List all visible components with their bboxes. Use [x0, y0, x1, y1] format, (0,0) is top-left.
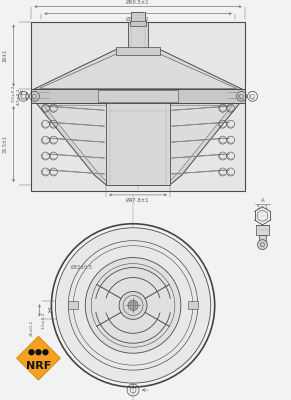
- Text: 25±0.2: 25±0.2: [29, 320, 33, 336]
- Text: 1.5±0.2: 1.5±0.2: [41, 312, 45, 329]
- Text: Ø60.5±1: Ø60.5±1: [126, 0, 150, 5]
- Bar: [68, 302, 78, 309]
- Circle shape: [29, 349, 34, 355]
- Bar: [128, 22, 148, 48]
- Text: NRF: NRF: [26, 361, 51, 371]
- Bar: [31, 89, 244, 103]
- Bar: [255, 225, 269, 235]
- Text: 29±1: 29±1: [3, 49, 8, 62]
- Bar: [258, 235, 267, 243]
- Bar: [131, 12, 145, 24]
- Bar: [130, 21, 146, 26]
- Polygon shape: [17, 336, 60, 380]
- Text: 5 : 1: 5 : 1: [257, 205, 268, 210]
- Circle shape: [119, 292, 147, 319]
- Circle shape: [42, 349, 48, 355]
- Bar: [106, 103, 170, 185]
- Text: A: A: [261, 198, 264, 203]
- Text: 3.5±0.2: 3.5±0.2: [12, 84, 16, 102]
- Circle shape: [258, 240, 267, 250]
- Text: 4.5±0.2: 4.5±0.2: [17, 88, 21, 105]
- Polygon shape: [33, 48, 243, 89]
- Text: 35.5±1: 35.5±1: [3, 135, 8, 153]
- Text: Ø33±0.5: Ø33±0.5: [70, 265, 92, 270]
- Bar: [116, 46, 160, 54]
- Circle shape: [128, 300, 138, 310]
- Bar: [31, 22, 244, 191]
- Circle shape: [55, 228, 211, 383]
- Polygon shape: [36, 103, 239, 185]
- Bar: [188, 302, 198, 309]
- Text: Ø56±0.2: Ø56±0.2: [126, 17, 150, 22]
- Text: Ø47.8±1: Ø47.8±1: [126, 198, 150, 203]
- Circle shape: [85, 258, 181, 353]
- Bar: [98, 90, 178, 102]
- Polygon shape: [40, 52, 237, 88]
- Circle shape: [36, 349, 41, 355]
- Polygon shape: [43, 105, 233, 183]
